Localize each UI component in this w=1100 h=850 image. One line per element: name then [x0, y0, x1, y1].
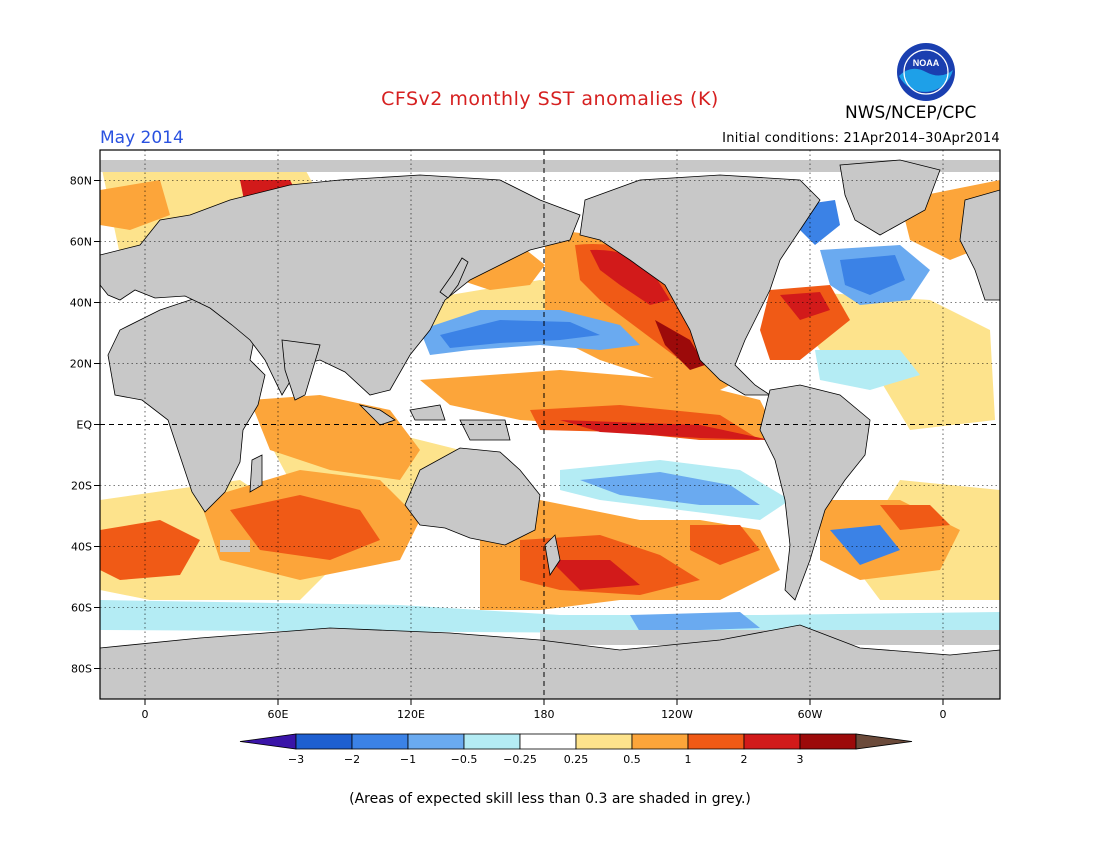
forecast-period: May 2014 — [100, 128, 184, 148]
colorbar-label: 0.5 — [623, 753, 641, 766]
lon-label: 0 — [940, 708, 947, 721]
initial-conditions: Initial conditions: 21Apr2014–30Apr2014 — [722, 131, 1000, 146]
lat-label: 80S — [71, 663, 92, 676]
lat-label: 20N — [70, 358, 92, 371]
lat-label: 60S — [71, 602, 92, 615]
colorbar: −3 −2 −1 −0.5 −0.25 0.25 0.5 1 2 3 — [239, 733, 913, 766]
graticule — [100, 150, 1000, 699]
colorbar-arrow-high — [855, 733, 913, 750]
colorbar-swatch — [463, 733, 521, 750]
colorbar-label: 2 — [741, 753, 748, 766]
colorbar-swatch — [351, 733, 409, 750]
lat-label: 60N — [70, 236, 92, 249]
lon-label: 60W — [798, 708, 823, 721]
continents — [100, 159, 1000, 699]
colorbar-label: −0.5 — [451, 753, 478, 766]
lat-label: EQ — [76, 419, 92, 432]
lat-label: 40S — [71, 541, 92, 554]
colorbar-swatch — [407, 733, 465, 750]
lon-label: 120W — [661, 708, 693, 721]
colorbar-swatch — [631, 733, 689, 750]
organization-label: NWS/NCEP/CPC — [845, 103, 977, 123]
colorbar-label: −3 — [288, 753, 304, 766]
colorbar-label: 0.25 — [564, 753, 589, 766]
lon-label: 0 — [142, 708, 149, 721]
lat-label: 20S — [71, 480, 92, 493]
anomaly-field — [100, 159, 1000, 699]
colorbar-swatch — [575, 733, 633, 750]
lon-label: 120E — [397, 708, 425, 721]
lon-ticks — [144, 699, 944, 705]
colorbar-arrow-low — [239, 733, 297, 750]
colorbar-swatch — [295, 733, 353, 750]
skill-footnote: (Areas of expected skill less than 0.3 a… — [349, 791, 751, 807]
noaa-logo-icon: NOAA — [897, 43, 955, 101]
noaa-logo-text: NOAA — [913, 58, 940, 68]
colorbar-label: −2 — [344, 753, 360, 766]
lat-label: 80N — [70, 175, 92, 188]
map-title: CFSv2 monthly SST anomalies (K) — [381, 88, 719, 110]
colorbar-swatch — [519, 733, 577, 750]
colorbar-label: 3 — [797, 753, 804, 766]
colorbar-label: −0.25 — [503, 753, 537, 766]
lon-label: 180 — [534, 708, 555, 721]
lat-label: 40N — [70, 297, 92, 310]
colorbar-swatch — [799, 733, 857, 750]
colorbar-swatch — [743, 733, 801, 750]
colorbar-label: −1 — [400, 753, 416, 766]
colorbar-swatch — [687, 733, 745, 750]
lat-ticks — [94, 180, 100, 669]
lon-label: 60E — [268, 708, 289, 721]
colorbar-label: 1 — [685, 753, 692, 766]
